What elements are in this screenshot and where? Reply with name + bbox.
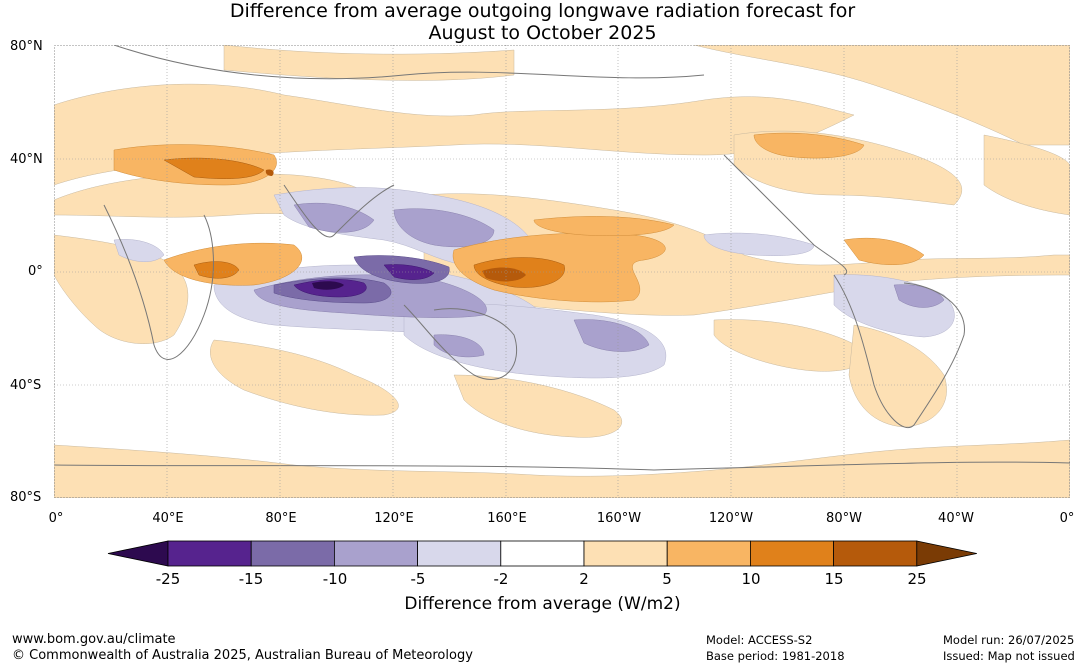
colorbar-tick: 10 bbox=[741, 570, 761, 588]
anomaly-minus25-to-minus15-regions bbox=[293, 264, 435, 298]
colorbar-tick: -15 bbox=[238, 570, 264, 588]
lat-label-80n: 80°N bbox=[10, 39, 43, 54]
colorbar-tick: 5 bbox=[662, 570, 672, 588]
colorbar-tick: -2 bbox=[493, 570, 509, 588]
lat-label-equator: 0° bbox=[28, 264, 43, 279]
colorbar-swatch bbox=[107, 540, 169, 567]
map-title-line-2: August to October 2025 bbox=[428, 22, 657, 44]
footer-url: www.bom.gov.au/climate bbox=[12, 632, 176, 647]
anomaly-map bbox=[54, 45, 1070, 498]
lon-label-120w: 120°W bbox=[708, 511, 754, 526]
lat-label-40n: 40°N bbox=[10, 152, 43, 167]
colorbar-tick: 2 bbox=[579, 570, 589, 588]
colorbar-swatch bbox=[833, 540, 918, 567]
lat-label-80s: 80°S bbox=[10, 490, 42, 505]
colorbar-swatch bbox=[750, 540, 835, 567]
footer-model: Model: ACCESS-S2 bbox=[706, 633, 813, 647]
colorbar-swatch bbox=[333, 540, 418, 567]
lon-label-120e: 120°E bbox=[374, 511, 414, 526]
graticule bbox=[54, 45, 1070, 498]
lon-label-0-right: 0° bbox=[1059, 511, 1075, 526]
footer-issued: Issued: Map not issued bbox=[943, 649, 1075, 663]
map-canvas bbox=[54, 45, 1070, 498]
colorbar-title: Difference from average (W/m2) bbox=[404, 594, 681, 614]
colorbar-tick: 25 bbox=[907, 570, 927, 588]
colorbar-tick: 15 bbox=[824, 570, 844, 588]
colorbar-swatch bbox=[250, 540, 335, 567]
colorbar-swatch bbox=[666, 540, 751, 567]
colorbar bbox=[107, 540, 977, 567]
colorbar-swatch bbox=[500, 540, 585, 567]
lon-label-80e: 80°E bbox=[265, 511, 297, 526]
colorbar-tick: -25 bbox=[155, 570, 181, 588]
lon-label-80w: 80°W bbox=[826, 511, 862, 526]
lon-label-40w: 40°W bbox=[938, 511, 974, 526]
colorbar-swatch bbox=[417, 540, 502, 567]
coastlines bbox=[54, 45, 1070, 471]
footer-base-period: Base period: 1981-2018 bbox=[706, 649, 845, 663]
lon-label-160e: 160°E bbox=[487, 511, 527, 526]
lat-label-40s: 40°S bbox=[10, 378, 42, 393]
map-title-line-1: Difference from average outgoing longwav… bbox=[229, 0, 856, 22]
colorbar-tick: -5 bbox=[410, 570, 426, 588]
colorbar-swatch bbox=[916, 540, 977, 567]
footer-model-run: Model run: 26/07/2025 bbox=[943, 633, 1075, 647]
lon-label-40e: 40°E bbox=[152, 511, 184, 526]
footer-copyright: © Commonwealth of Australia 2025, Austra… bbox=[12, 648, 473, 663]
lon-label-0: 0° bbox=[48, 511, 64, 526]
anomaly-below-minus25-regions bbox=[312, 281, 344, 290]
lon-label-160w: 160°W bbox=[596, 511, 642, 526]
anomaly-15-to-25-regions bbox=[265, 169, 526, 282]
colorbar-swatch bbox=[583, 540, 668, 567]
colorbar-tick: -10 bbox=[322, 570, 348, 588]
colorbar-swatch bbox=[167, 540, 252, 567]
